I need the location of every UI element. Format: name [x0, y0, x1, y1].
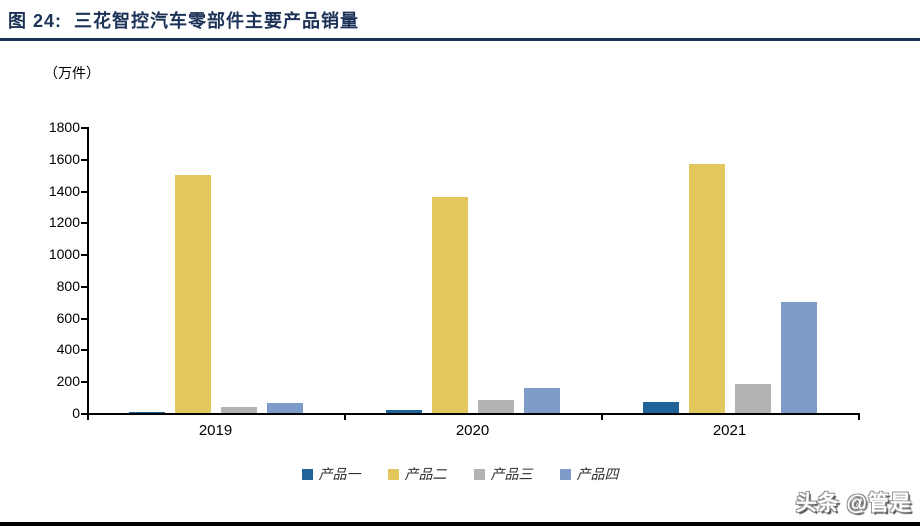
- bar-产品一-2020: [385, 409, 422, 413]
- y-axis-tick-label: 0: [72, 405, 80, 421]
- y-axis-tick: [81, 317, 87, 320]
- figure-number-label: 图 24:: [8, 11, 63, 31]
- bar-产品二-2019: [174, 174, 211, 413]
- y-axis-tick: [81, 349, 87, 352]
- bar-产品四-2019: [266, 403, 303, 413]
- x-axis-category-label: 2020: [455, 422, 490, 439]
- bar-产品四-2020: [523, 387, 560, 413]
- y-axis-tick: [81, 381, 87, 384]
- bar-产品三-2021: [734, 384, 771, 413]
- y-axis-tick: [81, 158, 87, 161]
- y-axis-tick: [81, 127, 87, 129]
- y-axis-line: [87, 127, 89, 415]
- y-axis-tick-label: 800: [56, 277, 80, 294]
- x-axis-tick: [344, 413, 346, 420]
- x-axis-category-label: 2021: [712, 422, 747, 439]
- y-axis-tick-label: 1000: [48, 246, 80, 263]
- bar-产品一-2021: [642, 401, 679, 413]
- y-axis-tick-label: 1200: [48, 214, 80, 231]
- y-axis-tick-label: 1600: [48, 150, 80, 167]
- y-axis-tick-label: 1400: [48, 182, 80, 199]
- bar-产品一-2019: [128, 411, 165, 413]
- y-axis-tick: [81, 413, 87, 415]
- x-axis-tick: [87, 413, 89, 420]
- y-axis-tick: [81, 285, 87, 288]
- x-axis-line: [87, 413, 860, 415]
- chart-legend: 产品一 产品二 产品三 产品四: [0, 463, 920, 485]
- legend-label: 产品三: [490, 466, 533, 482]
- legend-swatch-icon: [559, 468, 571, 480]
- bar-产品四-2021: [780, 302, 817, 413]
- title-underline: [0, 38, 920, 41]
- bar-产品二-2021: [688, 164, 725, 413]
- figure-header: 图 24: 三花智控汽车零部件主要产品销量: [8, 7, 359, 33]
- bottom-divider: [0, 522, 920, 526]
- bar-产品三-2020: [477, 400, 514, 413]
- legend-label: 产品四: [576, 466, 619, 482]
- legend-label: 产品二: [404, 466, 447, 482]
- y-axis-tick-label: 600: [56, 309, 80, 326]
- legend-swatch-icon: [387, 468, 399, 480]
- bar-产品三-2019: [220, 406, 257, 413]
- legend-item-产品二: 产品二: [387, 464, 447, 484]
- x-axis-category-label: 2019: [198, 422, 233, 439]
- legend-label: 产品一: [318, 466, 361, 482]
- x-axis-tick: [601, 413, 603, 420]
- legend-item-产品三: 产品三: [473, 464, 533, 484]
- y-axis-unit-label: （万件）: [44, 65, 100, 81]
- legend-swatch-icon: [473, 468, 485, 480]
- bar-产品二-2020: [431, 196, 468, 413]
- figure-title: 三花智控汽车零部件主要产品销量: [74, 11, 360, 31]
- watermark-text: 头条 @管是: [795, 492, 912, 515]
- y-axis-tick: [81, 190, 87, 193]
- y-axis-tick: [81, 254, 87, 257]
- x-axis-tick: [858, 413, 860, 420]
- y-axis-tick-label: 1800: [48, 119, 80, 135]
- legend-swatch-icon: [301, 468, 313, 480]
- y-axis-tick-label: 400: [56, 341, 80, 358]
- legend-item-产品一: 产品一: [301, 464, 361, 484]
- y-axis-tick: [81, 222, 87, 225]
- legend-item-产品四: 产品四: [559, 464, 619, 484]
- y-axis-tick-label: 200: [56, 373, 80, 390]
